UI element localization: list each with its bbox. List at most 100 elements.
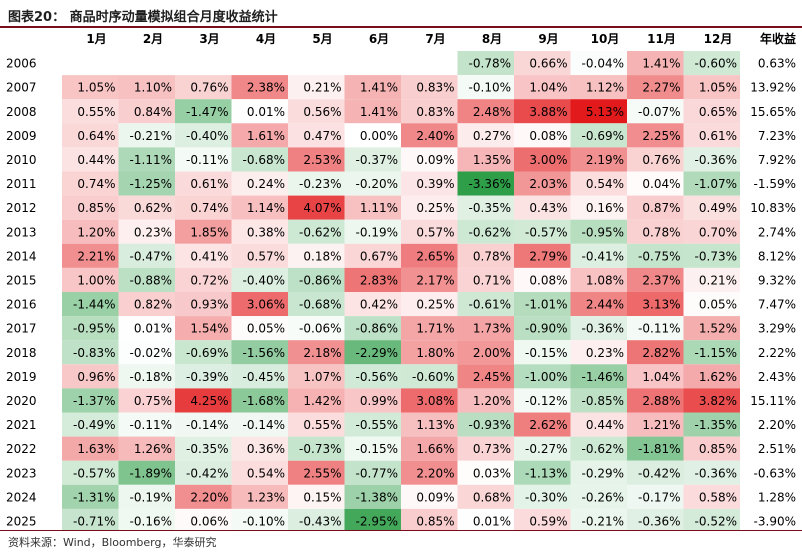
cell-value: 1.85% [190, 225, 228, 239]
heatmap-cell [344, 364, 401, 389]
heatmap-cell [683, 484, 740, 509]
heatmap-cell [175, 436, 232, 461]
month-header: 10月 [591, 32, 620, 46]
heatmap-cell [457, 292, 514, 317]
heatmap-cell [62, 436, 119, 461]
cell-value: 0.16% [586, 201, 624, 215]
cell-value: 2.00% [473, 346, 511, 360]
heatmap-cell [288, 436, 345, 461]
heatmap-cell [627, 412, 684, 437]
cell-value: -1.37% [73, 394, 115, 408]
cell-value: -0.21% [582, 514, 624, 528]
heatmap-cell [457, 316, 514, 341]
heatmap-cell [457, 99, 514, 124]
cell-value: -0.11% [186, 153, 228, 167]
cell-value: 1.41% [360, 81, 398, 95]
heatmap-cell [118, 484, 175, 509]
cell-value: 0.64% [77, 129, 115, 143]
heatmap-cell [514, 364, 571, 389]
cell-value: -0.61% [469, 298, 511, 312]
heatmap-cell [683, 292, 740, 317]
cell-value: -0.15% [525, 346, 567, 360]
heatmap-cell [570, 75, 627, 100]
heatmap-cell [175, 123, 232, 148]
annual-value: 2.20% [758, 418, 796, 432]
cell-value: -0.16% [130, 514, 172, 528]
year-label: 2014 [6, 249, 37, 263]
heatmap-cell [231, 292, 288, 317]
heatmap-cell [683, 460, 740, 485]
heatmap-cell [570, 484, 627, 509]
year-label: 2023 [6, 466, 37, 480]
cell-value: 2.40% [416, 129, 454, 143]
annual-value: 15.65% [750, 105, 796, 119]
heatmap-cell [627, 147, 684, 172]
heatmap-cell [288, 267, 345, 292]
cell-value: -0.42% [186, 466, 228, 480]
heatmap-cell [514, 340, 571, 365]
heatmap-cell [288, 460, 345, 485]
heatmap-cell [231, 171, 288, 196]
year-label: 2025 [6, 514, 37, 528]
heatmap-cell [401, 51, 458, 76]
cell-value: 1.00% [77, 273, 115, 287]
cell-value: 0.01% [473, 514, 511, 528]
heatmap-cell [175, 171, 232, 196]
heatmap-cell [118, 147, 175, 172]
heatmap-cell [627, 75, 684, 100]
cell-value: 1.13% [416, 418, 454, 432]
heatmap-cell [514, 243, 571, 268]
cell-value: 4.25% [190, 394, 228, 408]
bottom-rule [0, 530, 802, 531]
cell-value: -0.86% [299, 273, 341, 287]
cell-value: 0.39% [416, 177, 454, 191]
cell-value: 0.21% [699, 273, 737, 287]
heatmap-cell [514, 316, 571, 341]
cell-value: 0.96% [77, 370, 115, 384]
cell-value: -2.29% [356, 346, 398, 360]
cell-value: 0.54% [247, 466, 285, 480]
month-header: 1月 [86, 32, 106, 46]
cell-value: -0.90% [525, 322, 567, 336]
cell-value: 1.20% [77, 225, 115, 239]
heatmap-cell [118, 99, 175, 124]
heatmap-cell [514, 99, 571, 124]
cell-value: -0.75% [638, 249, 680, 263]
cell-value: -0.02% [130, 346, 172, 360]
heatmap-cell [401, 436, 458, 461]
heatmap-cell [231, 195, 288, 220]
cell-value: 2.19% [586, 153, 624, 167]
month-header: 9月 [538, 32, 558, 46]
heatmap-cell [175, 340, 232, 365]
heatmap-cell [344, 292, 401, 317]
heatmap-cell [118, 243, 175, 268]
cell-value: 0.18% [303, 249, 341, 263]
cell-value: -0.45% [243, 370, 285, 384]
cell-value: -1.13% [525, 466, 567, 480]
heatmap-cell [288, 412, 345, 437]
cell-value: -0.18% [130, 370, 172, 384]
heatmap-cell [401, 364, 458, 389]
heatmap-cell [175, 364, 232, 389]
heatmap-cell [118, 316, 175, 341]
heatmap-cell [231, 460, 288, 485]
heatmap-cell [344, 412, 401, 437]
heatmap-cell [570, 508, 627, 530]
year-label: 2009 [6, 129, 37, 143]
cell-value: 1.21% [642, 418, 680, 432]
cell-value: -1.11% [130, 153, 172, 167]
heatmap-cell [231, 99, 288, 124]
cell-value: -0.36% [695, 466, 737, 480]
heatmap-cell [344, 316, 401, 341]
heatmap-cell [570, 436, 627, 461]
cell-value: 1.73% [473, 322, 511, 336]
year-label: 2013 [6, 225, 37, 239]
year-label: 2006 [6, 57, 37, 71]
heatmap-cell [344, 147, 401, 172]
heatmap-cell [62, 123, 119, 148]
cell-value: 0.08% [529, 129, 567, 143]
month-header: 3月 [199, 32, 219, 46]
cell-value: -0.04% [582, 57, 624, 71]
heatmap-cell [344, 243, 401, 268]
cell-value: 2.55% [303, 466, 341, 480]
